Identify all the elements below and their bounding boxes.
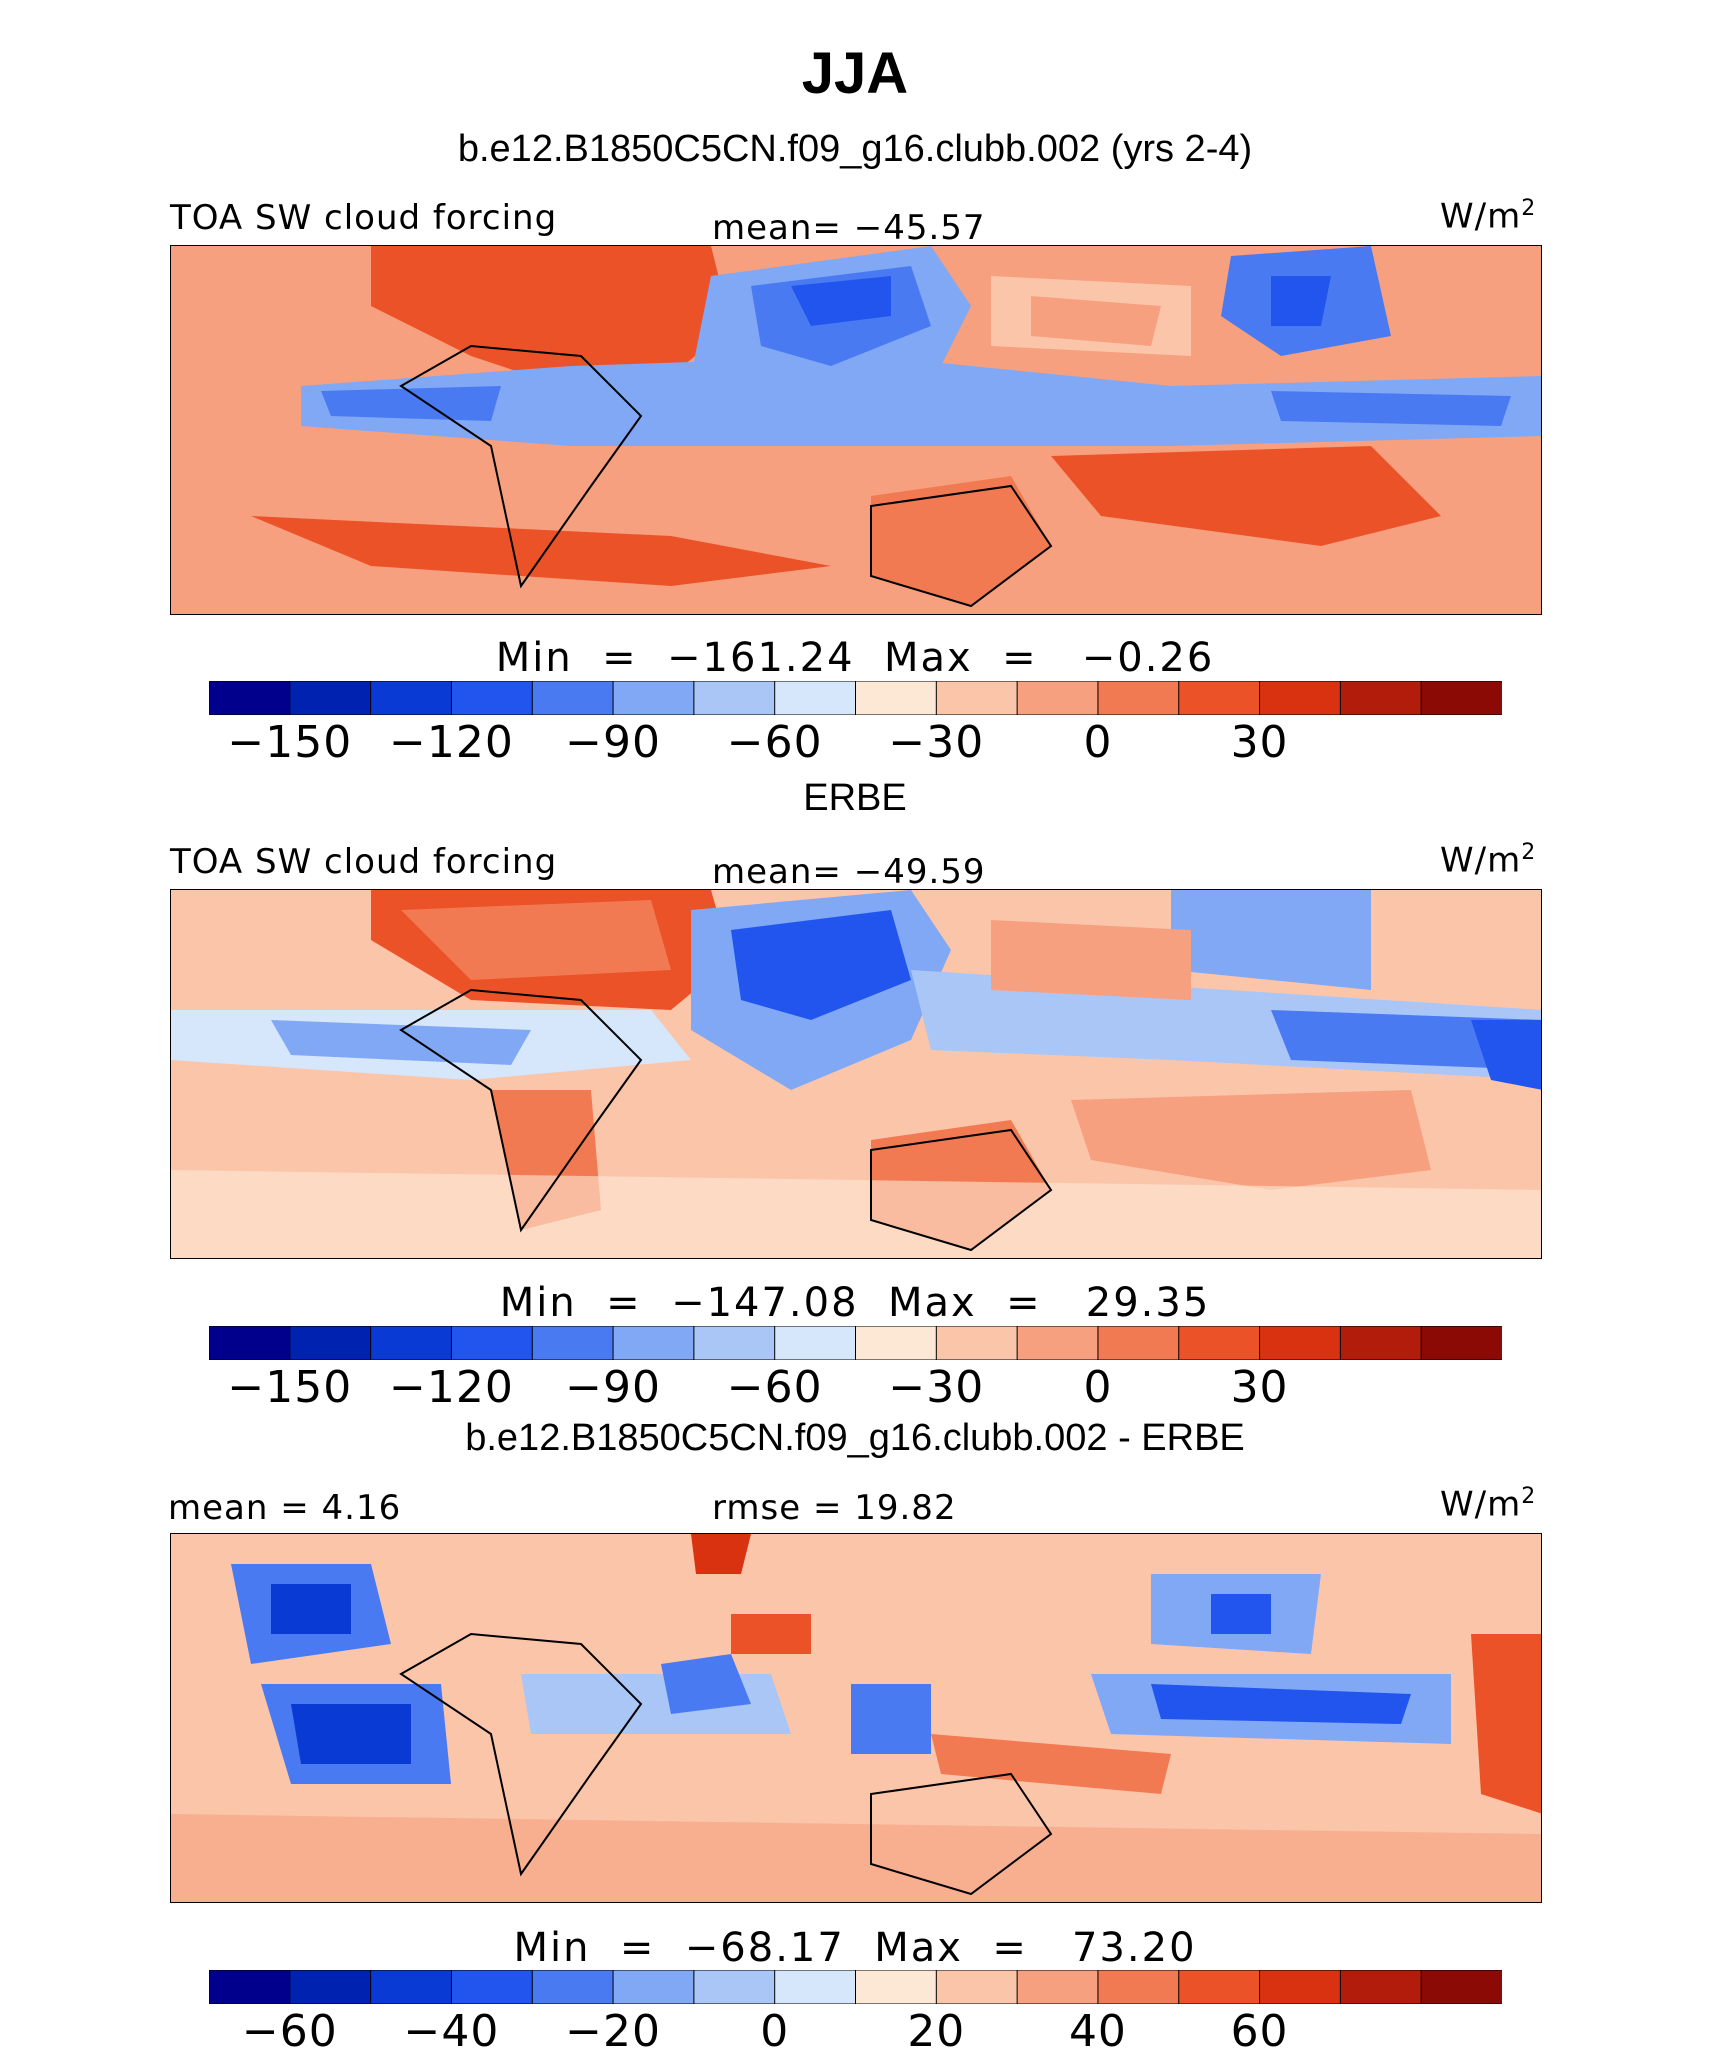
colorbar-swatch (1420, 1970, 1502, 2004)
colorbar-tick-label: −60 (726, 1362, 823, 1413)
colorbar-swatch (531, 1970, 615, 2004)
colorbar-swatch (450, 1970, 534, 2004)
colorbar-swatch (612, 681, 695, 715)
colorbar-swatch (450, 681, 534, 715)
colorbar-swatch (774, 681, 857, 715)
colorbar-tick-label: 20 (907, 2006, 966, 2057)
figure-title: JJA (801, 41, 909, 106)
colorbar-tick-label: −40 (403, 2006, 500, 2057)
colorbar-tick-label: −30 (888, 717, 985, 768)
colorbar-swatch (1339, 1970, 1423, 2004)
colorbar-swatch (1178, 1326, 1261, 1360)
panel-3-colorbar (209, 1970, 1502, 2004)
colorbar-tick-label: 60 (1230, 2006, 1289, 2057)
colorbar-swatch (1259, 681, 1342, 715)
panel-2-mean-label: mean= −49.59 (712, 852, 986, 892)
colorbar-tick-label: −120 (389, 1362, 514, 1413)
colorbar-swatch (612, 1326, 695, 1360)
panel-3-rmse-label: rmse = 19.82 (712, 1488, 957, 1528)
colorbar-tick-label: −90 (565, 717, 661, 768)
colorbar-swatch (774, 1326, 857, 1360)
colorbar-tick-label: −150 (227, 717, 353, 768)
panel-2-variable-label: TOA SW cloud forcing (170, 842, 558, 882)
colorbar-swatch (289, 681, 372, 715)
panel-2-colorbar (209, 1326, 1502, 1360)
colorbar-tick-label: −120 (389, 717, 514, 768)
colorbar-tick-label: 30 (1230, 1362, 1289, 1413)
colorbar-swatch (1259, 1970, 1342, 2004)
colorbar-swatch (1097, 681, 1180, 715)
panel-2-minmax: Min = −147.08 Max = 29.35 (499, 1280, 1211, 1326)
colorbar-swatch (1178, 681, 1261, 715)
panel-1-units-label: W/m2 (1440, 196, 1537, 237)
colorbar-swatch (935, 681, 1019, 715)
panel-3-mean-label: mean = 4.16 (168, 1488, 402, 1528)
panel-2-units-label: W/m2 (1440, 840, 1537, 881)
colorbar-tick-label: 30 (1230, 717, 1289, 768)
colorbar-swatch (209, 681, 291, 715)
colorbar-swatch (370, 1326, 453, 1360)
colorbar-swatch (935, 1326, 1019, 1360)
colorbar-tick-label: −150 (227, 1362, 353, 1413)
colorbar-swatch (693, 681, 776, 715)
colorbar-tick-label: 0 (1083, 717, 1113, 768)
panel-1-colorbar (209, 681, 1502, 715)
colorbar-tick-label: −30 (888, 1362, 985, 1413)
colorbar-swatch (1097, 1326, 1180, 1360)
colorbar-swatch (531, 1326, 615, 1360)
colorbar-swatch (1016, 1326, 1099, 1360)
colorbar-swatch (1016, 1970, 1099, 2004)
panel-1-map (170, 245, 1542, 615)
colorbar-swatch (693, 1326, 776, 1360)
colorbar-swatch (935, 1970, 1019, 2004)
colorbar-swatch (1259, 1326, 1342, 1360)
panel-1-mean-label: mean= −45.57 (712, 208, 986, 248)
colorbar-swatch (370, 681, 453, 715)
panel-3-map (170, 1533, 1542, 1903)
colorbar-swatch (209, 1970, 291, 2004)
panel-1-variable-label: TOA SW cloud forcing (170, 198, 558, 238)
panel-2-case-title: ERBE (803, 777, 907, 819)
colorbar-tick-label: 0 (760, 2006, 790, 2057)
panel-1-minmax: Min = −161.24 Max = −0.26 (495, 635, 1215, 681)
colorbar-swatch (1339, 681, 1423, 715)
colorbar-swatch (1339, 1326, 1423, 1360)
panel-2-map (170, 889, 1542, 1259)
colorbar-tick-label: 40 (1068, 2006, 1127, 2057)
colorbar-swatch (855, 681, 938, 715)
colorbar-swatch (531, 681, 615, 715)
colorbar-tick-label: −60 (726, 717, 823, 768)
colorbar-swatch (450, 1326, 534, 1360)
colorbar-swatch (855, 1326, 938, 1360)
colorbar-swatch (774, 1970, 857, 2004)
colorbar-tick-label: 0 (1083, 1362, 1113, 1413)
colorbar-swatch (289, 1326, 372, 1360)
colorbar-swatch (1420, 1326, 1502, 1360)
panel-3-case-title: b.e12.B1850C5CN.f09_g16.clubb.002 - ERBE (465, 1417, 1245, 1459)
colorbar-swatch (370, 1970, 453, 2004)
colorbar-tick-label: −90 (565, 1362, 661, 1413)
colorbar-swatch (289, 1970, 372, 2004)
colorbar-swatch (1097, 1970, 1180, 2004)
colorbar-swatch (855, 1970, 938, 2004)
colorbar-tick-label: −60 (241, 2006, 338, 2057)
panel-3-minmax: Min = −68.17 Max = 73.20 (513, 1925, 1197, 1971)
panel-3-units-label: W/m2 (1440, 1484, 1537, 1525)
colorbar-swatch (1178, 1970, 1261, 2004)
colorbar-tick-label: −20 (565, 2006, 661, 2057)
colorbar-swatch (1016, 681, 1099, 715)
colorbar-swatch (693, 1970, 776, 2004)
panel-1-case-title: b.e12.B1850C5CN.f09_g16.clubb.002 (yrs 2… (457, 128, 1253, 170)
colorbar-swatch (209, 1326, 291, 1360)
colorbar-swatch (612, 1970, 695, 2004)
colorbar-swatch (1420, 681, 1502, 715)
